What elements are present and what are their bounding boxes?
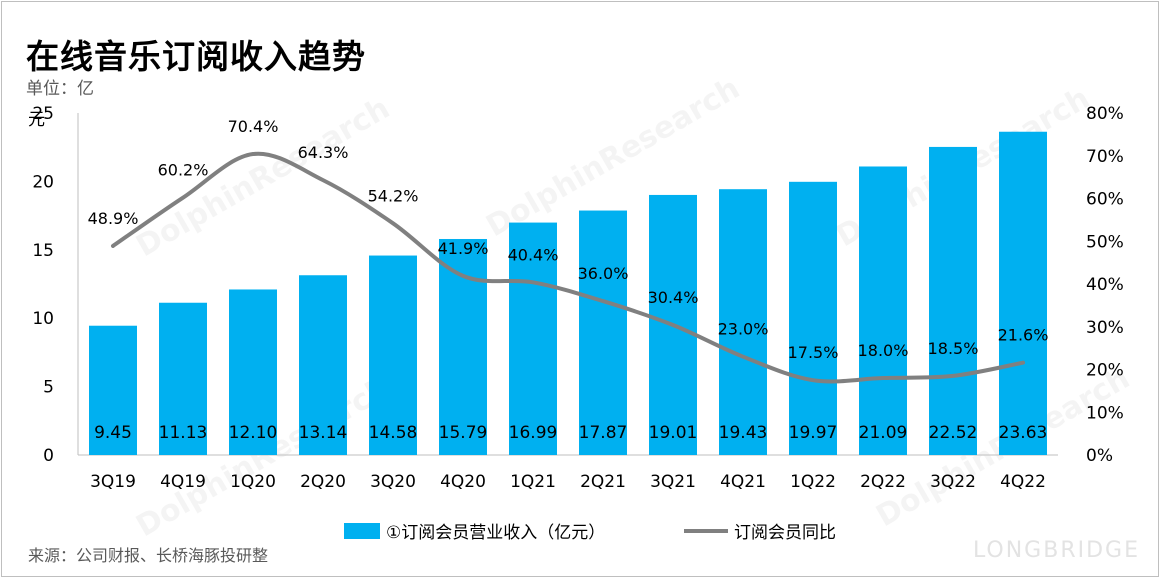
legend-label-line: 订阅会员同比 (734, 523, 836, 543)
y-tick-label-left: 10 (32, 309, 54, 329)
y-tick-label-right: 10% (1086, 403, 1124, 423)
y-axis-unit-left: 元 (28, 110, 45, 130)
bar (929, 146, 977, 456)
x-tick-label: 3Q21 (650, 472, 696, 492)
bar-data-label: 11.13 (159, 423, 208, 443)
x-tick-label: 4Q21 (720, 472, 766, 492)
unit-label: 单位：亿 (26, 79, 94, 99)
x-tick-label: 3Q22 (930, 472, 976, 492)
bar (789, 181, 837, 455)
bar-data-label: 19.97 (789, 423, 838, 443)
line-data-label: 17.5% (788, 343, 839, 362)
y-tick-label-right: 40% (1086, 275, 1124, 295)
x-tick-label: 4Q22 (1000, 472, 1046, 492)
bar-data-label: 13.14 (299, 423, 348, 443)
bar (299, 275, 347, 455)
line-data-label: 18.0% (858, 341, 909, 360)
bar (579, 210, 627, 455)
line-data-label: 70.4% (228, 117, 279, 136)
x-tick-label: 1Q22 (790, 472, 836, 492)
legend-label-bar: ①订阅会员营业收入（亿元） (386, 523, 606, 543)
bar (89, 325, 137, 455)
bar (999, 131, 1047, 456)
y-tick-label-right: 50% (1086, 232, 1124, 252)
y-tick-label-right: 80% (1086, 104, 1124, 124)
line-data-label: 54.2% (368, 186, 419, 205)
line-data-label: 30.4% (648, 288, 699, 307)
bar (719, 189, 767, 455)
x-tick-label: 4Q20 (440, 472, 486, 492)
bar-data-label: 9.45 (94, 423, 132, 443)
bar-data-label: 23.63 (999, 423, 1048, 443)
watermark-logo: LONGBRIDGE (972, 538, 1140, 563)
line-data-label: 18.5% (928, 339, 979, 358)
y-tick-label-left: 25 (32, 104, 54, 124)
bar-data-label: 22.52 (929, 423, 978, 443)
y-tick-label-right: 60% (1086, 190, 1124, 210)
y-tick-label-right: 20% (1086, 361, 1124, 381)
x-tick-label: 4Q19 (160, 472, 206, 492)
chart-title: 在线音乐订阅收入趋势 (26, 37, 366, 76)
y-tick-label-right: 30% (1086, 318, 1124, 338)
y-tick-label-right: 70% (1086, 147, 1124, 167)
x-tick-label: 3Q19 (90, 472, 136, 492)
legend-swatch-bar (344, 522, 380, 539)
source-note: 来源：公司财报、长桥海豚投研整 (28, 546, 269, 565)
bar-data-label: 19.43 (719, 423, 768, 443)
line-data-label: 41.9% (438, 239, 489, 258)
line-data-label: 36.0% (578, 264, 629, 283)
bar (859, 166, 907, 455)
bar-data-label: 19.01 (649, 423, 698, 443)
x-tick-label: 3Q20 (370, 472, 416, 492)
bar-data-label: 17.87 (579, 423, 628, 443)
bar-data-label: 16.99 (509, 423, 558, 443)
bar-data-label: 15.79 (439, 423, 488, 443)
y-tick-label-left: 5 (43, 378, 54, 398)
line-data-label: 60.2% (158, 161, 209, 180)
y-tick-label-left: 20 (32, 172, 54, 192)
x-tick-label: 2Q20 (300, 472, 346, 492)
bar-data-label: 12.10 (229, 423, 278, 443)
x-tick-label: 1Q21 (510, 472, 556, 492)
bar (509, 222, 557, 455)
x-tick-label: 2Q21 (580, 472, 626, 492)
y-tick-label-right: 0% (1086, 446, 1113, 466)
line-data-label: 23.0% (718, 320, 769, 339)
x-tick-label: 2Q22 (860, 472, 906, 492)
line-data-label: 48.9% (88, 209, 139, 228)
line-data-label: 21.6% (998, 326, 1049, 345)
line-data-label: 40.4% (508, 245, 559, 264)
x-tick-label: 1Q20 (230, 472, 276, 492)
legend-item-line: 订阅会员同比 (684, 518, 836, 543)
bar-data-label: 14.58 (369, 423, 418, 443)
line-series (111, 151, 1025, 384)
bar (369, 255, 417, 455)
line-data-label: 64.3% (298, 143, 349, 162)
y-tick-label-left: 15 (32, 241, 54, 261)
legend-item-bar: ①订阅会员营业收入（亿元） (344, 518, 605, 543)
bar (229, 289, 277, 455)
bar (159, 302, 207, 455)
legend-swatch-line (684, 528, 728, 533)
bar-data-label: 21.09 (859, 423, 908, 443)
y-tick-label-left: 0 (43, 446, 54, 466)
